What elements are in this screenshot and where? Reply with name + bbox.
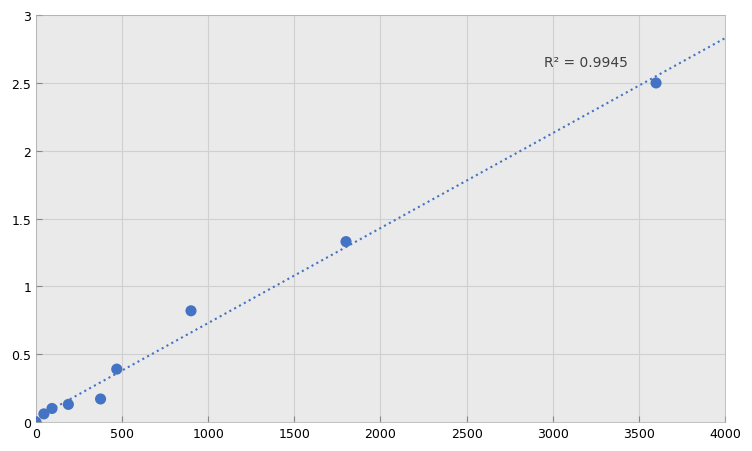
Point	[111, 366, 123, 373]
Point	[46, 405, 58, 412]
Point	[650, 80, 662, 87]
Point	[340, 239, 352, 246]
Point	[62, 401, 74, 408]
Point	[38, 410, 50, 418]
Text: R² = 0.9945: R² = 0.9945	[544, 56, 628, 70]
Point	[185, 308, 197, 315]
Point	[95, 396, 107, 403]
Point	[30, 419, 42, 426]
